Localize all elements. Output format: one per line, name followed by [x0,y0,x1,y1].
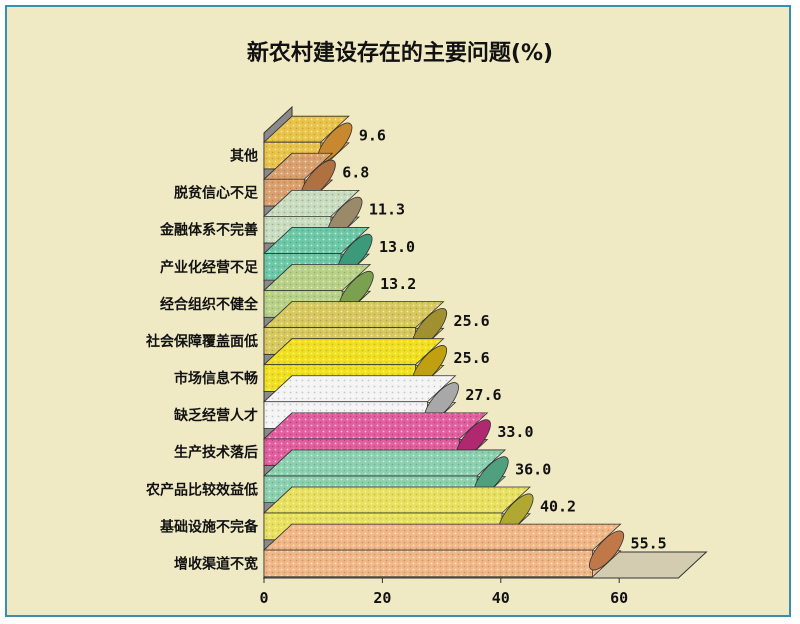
bar-top [262,449,507,477]
x-tick-label: 40 [492,589,510,607]
bar-top [262,523,622,551]
bar-top [262,412,489,440]
bar-top [262,338,445,366]
x-tick-label: 0 [259,589,268,607]
category-label: 增收渠道不宽 [174,555,258,572]
category-label: 基础设施不完备 [160,518,259,535]
category-label: 其他 [230,148,258,165]
category-label: 社会保障覆盖面低 [145,333,258,350]
bar-front [263,549,593,578]
bar-top [262,486,532,514]
value-label: 33.0 [497,423,533,441]
bar-end-cap [589,530,625,571]
chart-title: 新农村建设存在的主要问题(%) [246,41,554,66]
x-tick-label: 20 [373,589,391,607]
category-label: 产业化经营不足 [160,259,259,276]
category-label: 脱贫信心不足 [174,185,259,202]
bar-top [262,301,445,329]
x-tick-label: 60 [610,589,628,607]
category-label: 金融体系不完善 [159,222,258,239]
value-label: 13.2 [380,275,416,293]
bar-group [262,152,336,207]
value-label: 27.6 [465,386,501,404]
value-label: 55.5 [631,534,667,552]
bar-top [262,375,457,403]
bar-group [262,523,625,578]
value-label: 40.2 [540,497,576,515]
category-label: 缺乏经营人才 [174,407,258,424]
value-label: 9.6 [359,127,386,145]
value-label: 11.3 [369,201,405,219]
value-label: 13.0 [379,238,415,256]
chart-frame: 新农村建设存在的主要问题(%) 其他 9.6 脱贫信心不足 6.8 金融体系不完善 11.… [5,5,791,617]
category-label: 农产品比较效益低 [145,481,258,498]
value-label: 25.6 [454,312,490,330]
category-label: 市场信息不畅 [174,370,258,387]
category-label: 经合组织不健全 [160,296,259,313]
value-label: 6.8 [342,164,369,182]
value-label: 36.0 [515,460,551,478]
bar-chart: 其他 9.6 脱贫信心不足 6.8 金融体系不完善 11.3 产业化经营不足 13.0 经合组织… [145,105,708,607]
category-label: 生产技术落后 [174,444,258,461]
value-label: 25.6 [454,349,490,367]
